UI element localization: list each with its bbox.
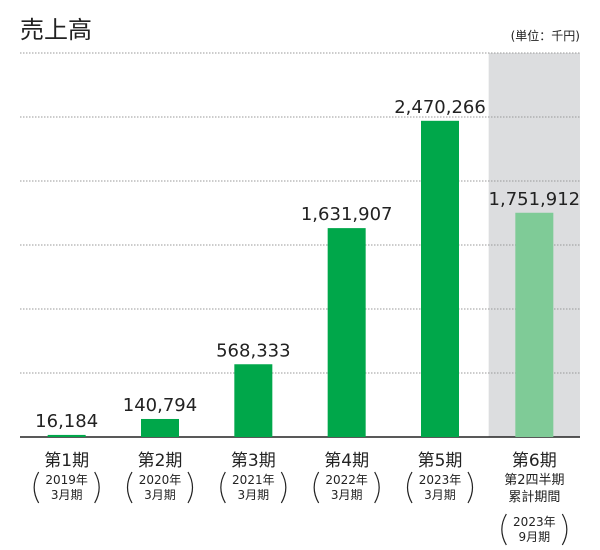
x-tick-label-period: 第5期	[418, 451, 463, 471]
x-tick-label-sub: 2023年	[513, 515, 556, 529]
x-tick-label-sub: 3月期	[424, 488, 456, 502]
right-paren	[94, 471, 100, 504]
x-tick-label-note: 累計期間	[508, 489, 560, 505]
x-tick-label-period: 第1期	[44, 451, 89, 471]
x-tick-label-period: 第4期	[324, 451, 369, 471]
left-paren	[313, 471, 320, 504]
right-paren	[374, 471, 380, 504]
bar	[47, 434, 86, 437]
bar	[234, 364, 273, 437]
bar	[421, 120, 459, 437]
left-paren	[406, 471, 413, 504]
left-paren	[126, 471, 133, 504]
right-paren	[187, 471, 194, 504]
data-label: 1,751,912	[489, 189, 581, 210]
x-tick-label-sub: 3月期	[51, 488, 83, 502]
x-tick-label-sub: 3月期	[144, 488, 176, 502]
x-tick-label-period: 第2期	[138, 451, 183, 471]
bar	[141, 418, 179, 437]
left-paren	[501, 513, 507, 546]
x-tick-label-period: 第3期	[231, 451, 276, 471]
x-tick-label-sub: 2022年	[325, 473, 368, 487]
x-tick-label-note: 第2四半期	[504, 473, 564, 488]
x-tick-label-period: 第6期	[512, 451, 557, 471]
x-tick-label-sub: 3月期	[331, 488, 363, 502]
unit-label: (単位：千円)	[511, 28, 580, 43]
data-label: 140,794	[123, 395, 197, 416]
x-tick-label-sub: 2023年	[419, 473, 462, 487]
data-label: 16,184	[35, 411, 98, 432]
left-paren	[220, 471, 226, 504]
bar	[327, 228, 366, 437]
right-paren	[467, 471, 474, 504]
right-paren	[561, 513, 568, 546]
left-paren	[33, 471, 40, 504]
chart-title: 売上高	[20, 16, 92, 44]
x-tick-label-sub: 3月期	[238, 488, 270, 502]
x-tick-label-sub: 2019年	[45, 473, 88, 487]
x-tick-label-sub: 9月期	[519, 530, 551, 544]
data-label: 2,470,266	[394, 97, 486, 118]
data-label: 1,631,907	[301, 204, 393, 225]
right-paren	[280, 471, 287, 504]
x-tick-label-sub: 2020年	[139, 473, 182, 487]
x-tick-label-sub: 2021年	[232, 473, 275, 487]
bar	[515, 212, 554, 437]
data-label: 568,333	[216, 340, 290, 361]
